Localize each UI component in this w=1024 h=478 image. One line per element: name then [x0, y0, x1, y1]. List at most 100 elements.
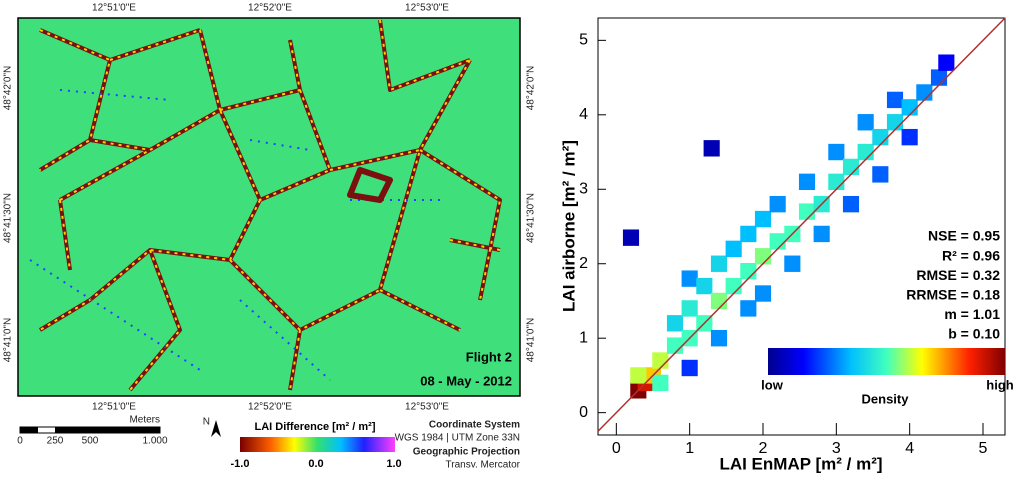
stat-annotation: RMSE = 0.32	[916, 267, 1000, 283]
date-label: 08 - May - 2012	[420, 373, 512, 388]
map-raster	[17, 17, 521, 397]
stat-annotation: RRMSE = 0.18	[906, 287, 1000, 303]
colorbar-title: Density	[862, 391, 910, 406]
density-cell	[857, 143, 874, 161]
density-cell	[710, 292, 728, 310]
density-cell	[740, 225, 757, 243]
y-tick-label: 2	[579, 255, 588, 272]
density-cell	[630, 367, 647, 384]
density-cell	[828, 143, 845, 161]
stat-annotation: b = 0.10	[948, 326, 1000, 342]
density-cell	[622, 229, 640, 246]
density-cell	[798, 173, 816, 191]
right-coord: 48°41'30"N	[526, 193, 537, 243]
density-cell	[886, 91, 904, 109]
y-axis-label: LAI airborne [m² / m²]	[559, 140, 578, 312]
y-tick-label: 1	[579, 329, 588, 346]
x-tick-label: 0	[612, 440, 621, 457]
density-cell	[725, 240, 742, 258]
colorbar-label: low	[761, 377, 784, 392]
density-cell	[666, 315, 684, 332]
scale-label: 250	[47, 436, 64, 447]
bottom-coord: 12°52'0"E	[248, 402, 292, 413]
density-cell	[842, 195, 860, 213]
left-coord: 48°41'30"N	[3, 193, 14, 243]
density-cell	[710, 330, 728, 347]
colorbar	[768, 348, 1005, 375]
scale-label: 500	[82, 436, 99, 447]
projection: Transv. Mercator	[446, 460, 521, 471]
y-tick-label: 3	[579, 180, 588, 197]
density-cell	[652, 374, 669, 392]
top-coord: 12°53'0"E	[405, 3, 449, 14]
scale-label: 0	[17, 436, 23, 447]
plot-frame	[597, 17, 1006, 436]
x-axis-label: LAI EnMAP [m² / m²]	[719, 454, 882, 473]
stat-annotation: NSE = 0.95	[928, 228, 1000, 244]
x-tick-label: 2	[759, 440, 768, 457]
scale-unit: Meters	[129, 415, 160, 426]
density-cell	[696, 277, 713, 295]
right-coord: 48°41'0"N	[526, 318, 537, 363]
x-tick-label: 5	[979, 440, 988, 457]
density-cell	[784, 255, 801, 272]
legend-title: LAI Difference [m² / m²]	[254, 421, 375, 433]
crs-title: Coordinate System	[429, 420, 520, 431]
density-cell	[828, 173, 845, 191]
legend-ramp	[240, 437, 395, 452]
density-cell	[725, 277, 742, 295]
density-cell	[798, 203, 816, 220]
north-arrow	[211, 420, 221, 437]
density-cell	[930, 69, 948, 86]
bottom-coord: 12°53'0"E	[405, 402, 449, 413]
colorbar-label: high	[986, 377, 1013, 392]
density-cell	[842, 158, 860, 176]
projection-title: Geographic Projection	[413, 447, 520, 458]
flight-label: Flight 2	[466, 349, 512, 364]
one-to-one-line	[597, 17, 1006, 432]
density-cell	[681, 300, 698, 317]
x-tick-label: 1	[685, 440, 694, 457]
label-box	[350, 346, 518, 394]
density-cell	[857, 114, 874, 131]
density-cell	[740, 300, 757, 317]
left-coord: 48°41'0"N	[3, 318, 14, 363]
scale-label: 1.000	[142, 436, 167, 447]
density-cell	[872, 128, 889, 146]
stat-annotation: m = 1.01	[944, 306, 1000, 322]
density-cell	[703, 140, 720, 157]
field-borders	[29, 19, 502, 392]
north-label: N	[203, 417, 210, 428]
density-cell	[872, 166, 889, 183]
stat-annotation: R² = 0.96	[942, 247, 1000, 263]
crs: WGS 1984 | UTM Zone 33N	[395, 433, 520, 444]
density-cell	[681, 359, 698, 377]
left-coord: 48°42'0"N	[3, 66, 14, 111]
top-coord: 12°51'0"E	[92, 3, 136, 14]
y-tick-label: 4	[579, 106, 588, 123]
density-cell	[652, 352, 669, 369]
density-cell	[740, 262, 757, 280]
legend-label: 1.0	[386, 458, 401, 470]
bottom-coord: 12°51'0"E	[92, 402, 136, 413]
density-cell	[769, 233, 786, 250]
map: Flight 2 08 - May - 2012 12°51'0"E 12°52…	[3, 3, 537, 471]
density-cell	[938, 54, 955, 71]
legend-label: -1.0	[231, 458, 250, 470]
density-cell	[666, 337, 684, 354]
density-cell	[754, 285, 772, 302]
density-cell	[754, 210, 772, 228]
scatter-plot: LAI EnMAP [m² / m²] LAI airborne [m² / m…	[559, 17, 1014, 473]
right-coord: 48°42'0"N	[526, 66, 537, 111]
density-cell	[886, 114, 904, 131]
top-coord: 12°52'0"E	[248, 3, 292, 14]
y-tick-label: 0	[579, 404, 588, 421]
density-cell	[916, 84, 933, 101]
density-cell	[754, 248, 772, 265]
legend-label: 0.0	[308, 458, 323, 470]
density-cell	[681, 270, 698, 287]
density-cell	[901, 128, 918, 146]
x-tick-label: 4	[905, 440, 914, 457]
scale-bar	[19, 426, 161, 434]
